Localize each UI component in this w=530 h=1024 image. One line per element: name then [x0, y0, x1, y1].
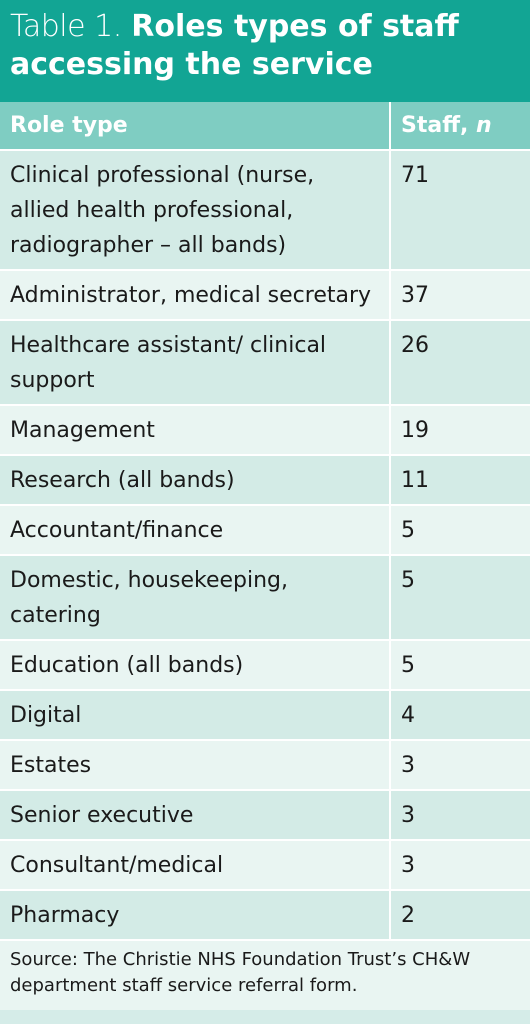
role-type-cell: Administrator, medical secretary [0, 269, 391, 320]
staff-count-cell: 71 [390, 149, 530, 270]
staff-count-cell: 26 [390, 319, 530, 405]
staff-count-cell: 5 [390, 504, 530, 555]
header-staff-label: Staff, [401, 113, 477, 138]
table-row: Clinical professional (nurse, allied hea… [0, 149, 530, 270]
role-type-cell: Education (all bands) [0, 639, 391, 690]
role-type-cell: Digital [0, 689, 391, 740]
staff-count-cell: 3 [390, 839, 530, 890]
role-type-cell: Pharmacy [0, 889, 391, 939]
table-row: Pharmacy 2 [0, 889, 530, 939]
table-row: Management 19 [0, 404, 530, 455]
table-row: Accountant/finance 5 [0, 504, 530, 555]
header-staff-n: Staff, n [390, 102, 530, 150]
table-row: Administrator, medical secretary 37 [0, 269, 530, 320]
table-number: Table 1. [10, 9, 122, 44]
table-body: Clinical professional (nurse, allied hea… [0, 149, 530, 939]
role-type-cell: Healthcare assistant/ clinical support [0, 319, 391, 405]
staff-roles-table: Role type Staff, n Clinical professional… [0, 102, 530, 939]
role-type-cell: Domestic, housekeeping, catering [0, 554, 391, 640]
header-n-symbol: n [476, 113, 492, 138]
table-title: Table 1. Roles types of staff accessing … [0, 0, 530, 102]
header-row: Role type Staff, n [0, 102, 530, 150]
role-type-cell: Accountant/finance [0, 504, 391, 555]
staff-count-cell: 37 [390, 269, 530, 320]
role-type-cell: Estates [0, 739, 391, 790]
table-row: Digital 4 [0, 689, 530, 740]
table-caption: Roles types of staff accessing the servi… [10, 9, 459, 82]
staff-count-cell: 2 [390, 889, 530, 939]
role-type-cell: Clinical professional (nurse, allied hea… [0, 149, 391, 270]
table-row: Education (all bands) 5 [0, 639, 530, 690]
staff-count-cell: 11 [390, 454, 530, 505]
table-row: Healthcare assistant/ clinical support 26 [0, 319, 530, 405]
staff-count-cell: 3 [390, 739, 530, 790]
staff-count-cell: 5 [390, 554, 530, 640]
staff-count-cell: 3 [390, 789, 530, 840]
role-type-cell: Research (all bands) [0, 454, 391, 505]
table-row: Research (all bands) 11 [0, 454, 530, 505]
source-note: Source: The Christie NHS Foundation Trus… [0, 939, 530, 1010]
role-type-cell: Management [0, 404, 391, 455]
header-role-type: Role type [0, 102, 391, 150]
role-type-cell: Consultant/medical [0, 839, 391, 890]
role-type-cell: Senior executive [0, 789, 391, 840]
staff-count-cell: 4 [390, 689, 530, 740]
table-row: Domestic, housekeeping, catering 5 [0, 554, 530, 640]
staff-count-cell: 19 [390, 404, 530, 455]
staff-count-cell: 5 [390, 639, 530, 690]
table-row: Consultant/medical 3 [0, 839, 530, 890]
table-row: Estates 3 [0, 739, 530, 790]
table-row: Senior executive 3 [0, 789, 530, 840]
